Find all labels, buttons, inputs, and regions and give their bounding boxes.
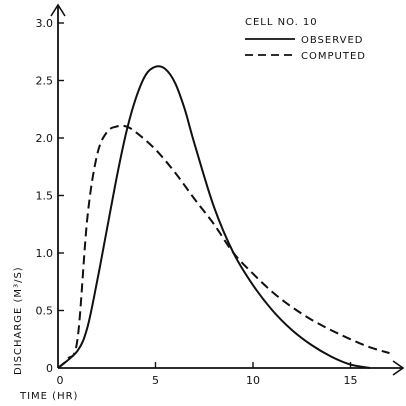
chart-title: CELL NO. 10: [245, 17, 318, 28]
series-line-observed: [57, 65, 371, 369]
series-line-computed: [57, 124, 390, 369]
series-layer: [57, 65, 390, 369]
x-axis-label: TIME (HR): [19, 391, 78, 402]
x-tick-label: 0: [57, 374, 64, 387]
legend-label-computed: COMPUTED: [301, 51, 366, 62]
legend-label-observed: OBSERVED: [301, 35, 363, 46]
x-tick-label: 15: [344, 374, 358, 387]
x-tick-label: 10: [246, 374, 260, 387]
y-tick-label: 2.0: [36, 132, 54, 145]
y-axis-arrow-icon: [50, 3, 66, 17]
y-tick-label: 0: [46, 362, 53, 375]
axis-ticks: 0 0.5 1.0 1.5 2.0 2.5 3.0 0 5 10 15: [36, 17, 358, 387]
x-tick-label: 5: [152, 374, 159, 387]
legend: CELL NO. 10 OBSERVED COMPUTED: [245, 17, 366, 62]
y-tick-label: 3.0: [36, 17, 54, 30]
y-axis-label: DISCHARGE (M³/S): [13, 266, 24, 375]
y-tick-label: 0.5: [36, 305, 54, 318]
y-tick-label: 1.0: [36, 247, 54, 260]
y-tick-label: 2.5: [36, 75, 54, 88]
y-tick-label: 1.5: [36, 190, 54, 203]
x-axis-arrow-icon: [392, 360, 405, 376]
